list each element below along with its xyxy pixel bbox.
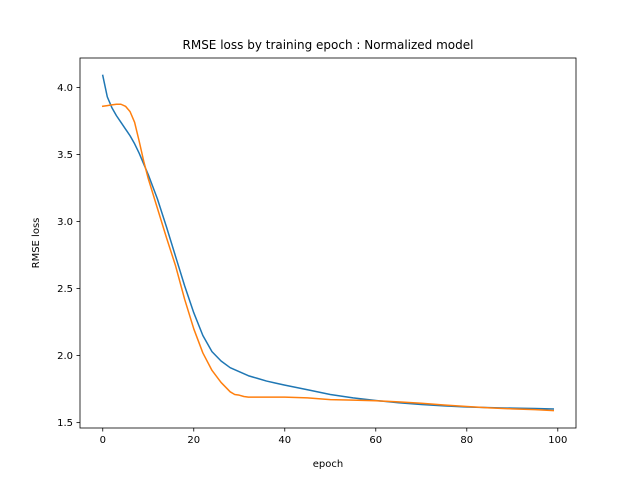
- y-tick-label: 3.0: [57, 217, 73, 228]
- x-tick-label: 20: [187, 435, 200, 446]
- y-axis: 1.5 2.0 2.5 3.0 3.5 4.0: [57, 83, 80, 429]
- x-tick-label: 0: [100, 435, 106, 446]
- x-axis: 0 20 40 60 80 100: [100, 428, 567, 446]
- x-tick-label: 60: [369, 435, 382, 446]
- plot-area: [101, 74, 555, 412]
- y-tick-label: 1.5: [57, 418, 73, 429]
- x-axis-label: epoch: [313, 459, 343, 470]
- y-tick-label: 3.5: [57, 150, 73, 161]
- chart-title: RMSE loss by training epoch : Normalized…: [183, 38, 474, 52]
- series-line-2: [101, 103, 555, 412]
- y-tick-label: 4.0: [57, 83, 73, 94]
- x-tick-label: 40: [278, 435, 291, 446]
- y-tick-label: 2.0: [57, 351, 73, 362]
- y-tick-label: 2.5: [57, 284, 73, 295]
- x-tick-label: 80: [460, 435, 473, 446]
- plot-frame: [79, 57, 577, 429]
- y-axis-label: RMSE loss: [31, 218, 42, 269]
- series-line-1: [101, 74, 555, 410]
- x-tick-label: 100: [548, 435, 567, 446]
